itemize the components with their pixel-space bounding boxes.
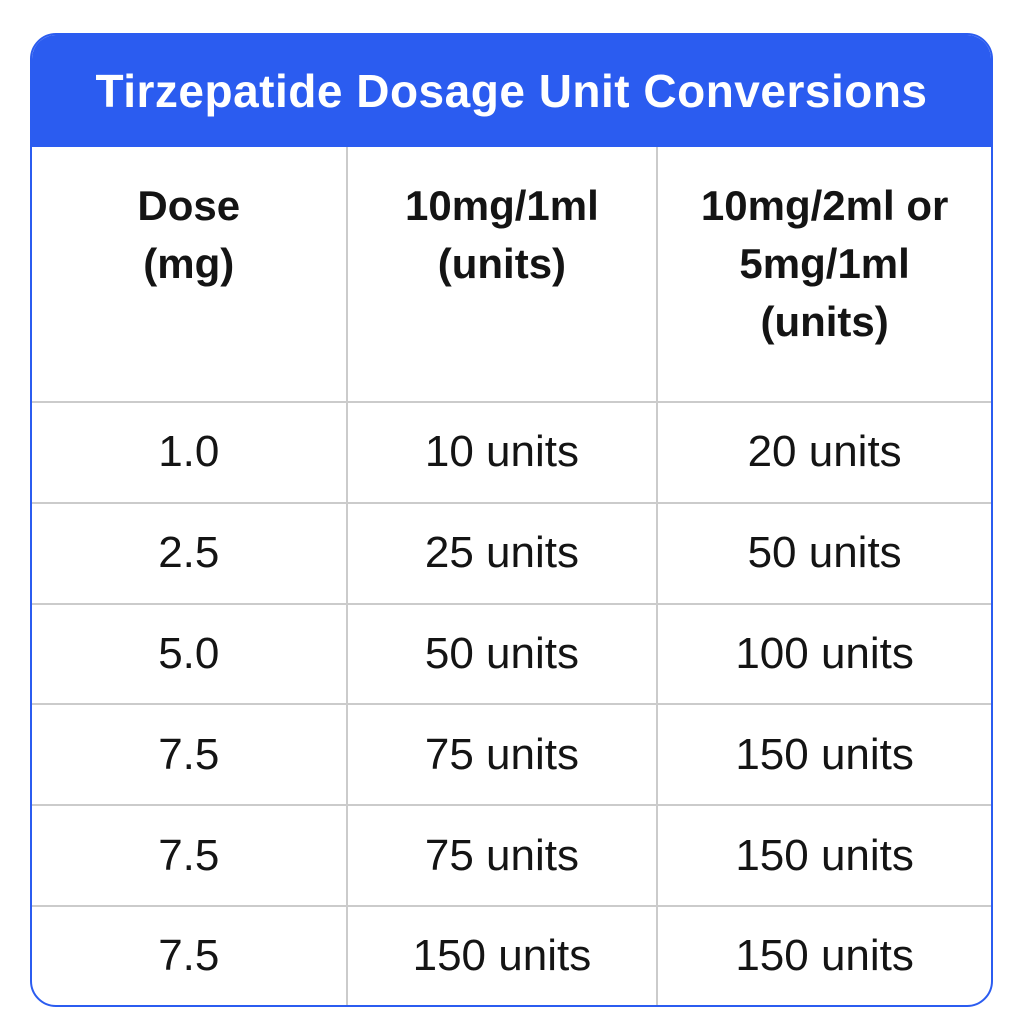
table-row: 1.0 10 units 20 units — [32, 401, 991, 503]
dose-cell: 2.5 — [32, 501, 347, 604]
column-header-10mg-1ml-line1: 10mg/1ml — [405, 182, 599, 229]
card-header: Tirzepatide Dosage Unit Conversions — [32, 35, 991, 147]
units-10mg-2ml-cell: 20 units — [656, 401, 991, 503]
dose-cell: 7.5 — [32, 904, 347, 1005]
dose-cell: 7.5 — [32, 804, 347, 906]
column-header-10mg-1ml-line2: (units) — [437, 239, 567, 287]
table-row: 7.5 75 units 150 units — [32, 703, 991, 806]
units-10mg-1ml-cell: 25 units — [345, 501, 658, 604]
table-row: 5.0 50 units 100 units — [32, 602, 991, 705]
conversion-card: Tirzepatide Dosage Unit Conversions Dose… — [30, 33, 993, 1007]
units-10mg-2ml-cell: 150 units — [656, 703, 991, 806]
column-header-10mg-2ml-line3: (units) — [760, 297, 889, 345]
units-10mg-1ml-cell: 75 units — [345, 703, 658, 806]
dose-cell: 7.5 — [32, 703, 347, 806]
table-header-row: Dose (mg) 10mg/1ml (units) 10mg/2ml or 5… — [32, 147, 991, 402]
column-header-dose-line2: (mg) — [143, 239, 235, 287]
dose-cell: 1.0 — [32, 401, 347, 503]
column-header-10mg-2ml-line1: 10mg/2ml or — [700, 182, 949, 229]
column-header-10mg-2ml: 10mg/2ml or 5mg/1ml (units) — [656, 147, 991, 402]
units-10mg-2ml-cell: 150 units — [656, 804, 991, 906]
column-header-dose-line1: Dose — [137, 182, 241, 229]
table-row: 2.5 25 units 50 units — [32, 501, 991, 604]
column-header-10mg-1ml: 10mg/1ml (units) — [345, 147, 658, 402]
column-header-dose: Dose (mg) — [32, 147, 347, 402]
units-10mg-2ml-cell: 100 units — [656, 602, 991, 705]
units-10mg-1ml-cell: 10 units — [345, 401, 658, 503]
units-10mg-1ml-cell: 75 units — [345, 804, 658, 906]
table-row: 7.5 150 units 150 units — [32, 904, 991, 1005]
page-title: Tirzepatide Dosage Unit Conversions — [95, 65, 928, 117]
units-10mg-2ml-cell: 50 units — [656, 501, 991, 604]
table-row: 7.5 75 units 150 units — [32, 804, 991, 906]
conversion-table: Dose (mg) 10mg/1ml (units) 10mg/2ml or 5… — [32, 147, 991, 1005]
column-header-10mg-2ml-line2: 5mg/1ml — [739, 239, 910, 287]
units-10mg-2ml-cell: 150 units — [656, 904, 991, 1005]
units-10mg-1ml-cell: 50 units — [345, 602, 658, 705]
dose-cell: 5.0 — [32, 602, 347, 705]
units-10mg-1ml-cell: 150 units — [345, 904, 658, 1005]
